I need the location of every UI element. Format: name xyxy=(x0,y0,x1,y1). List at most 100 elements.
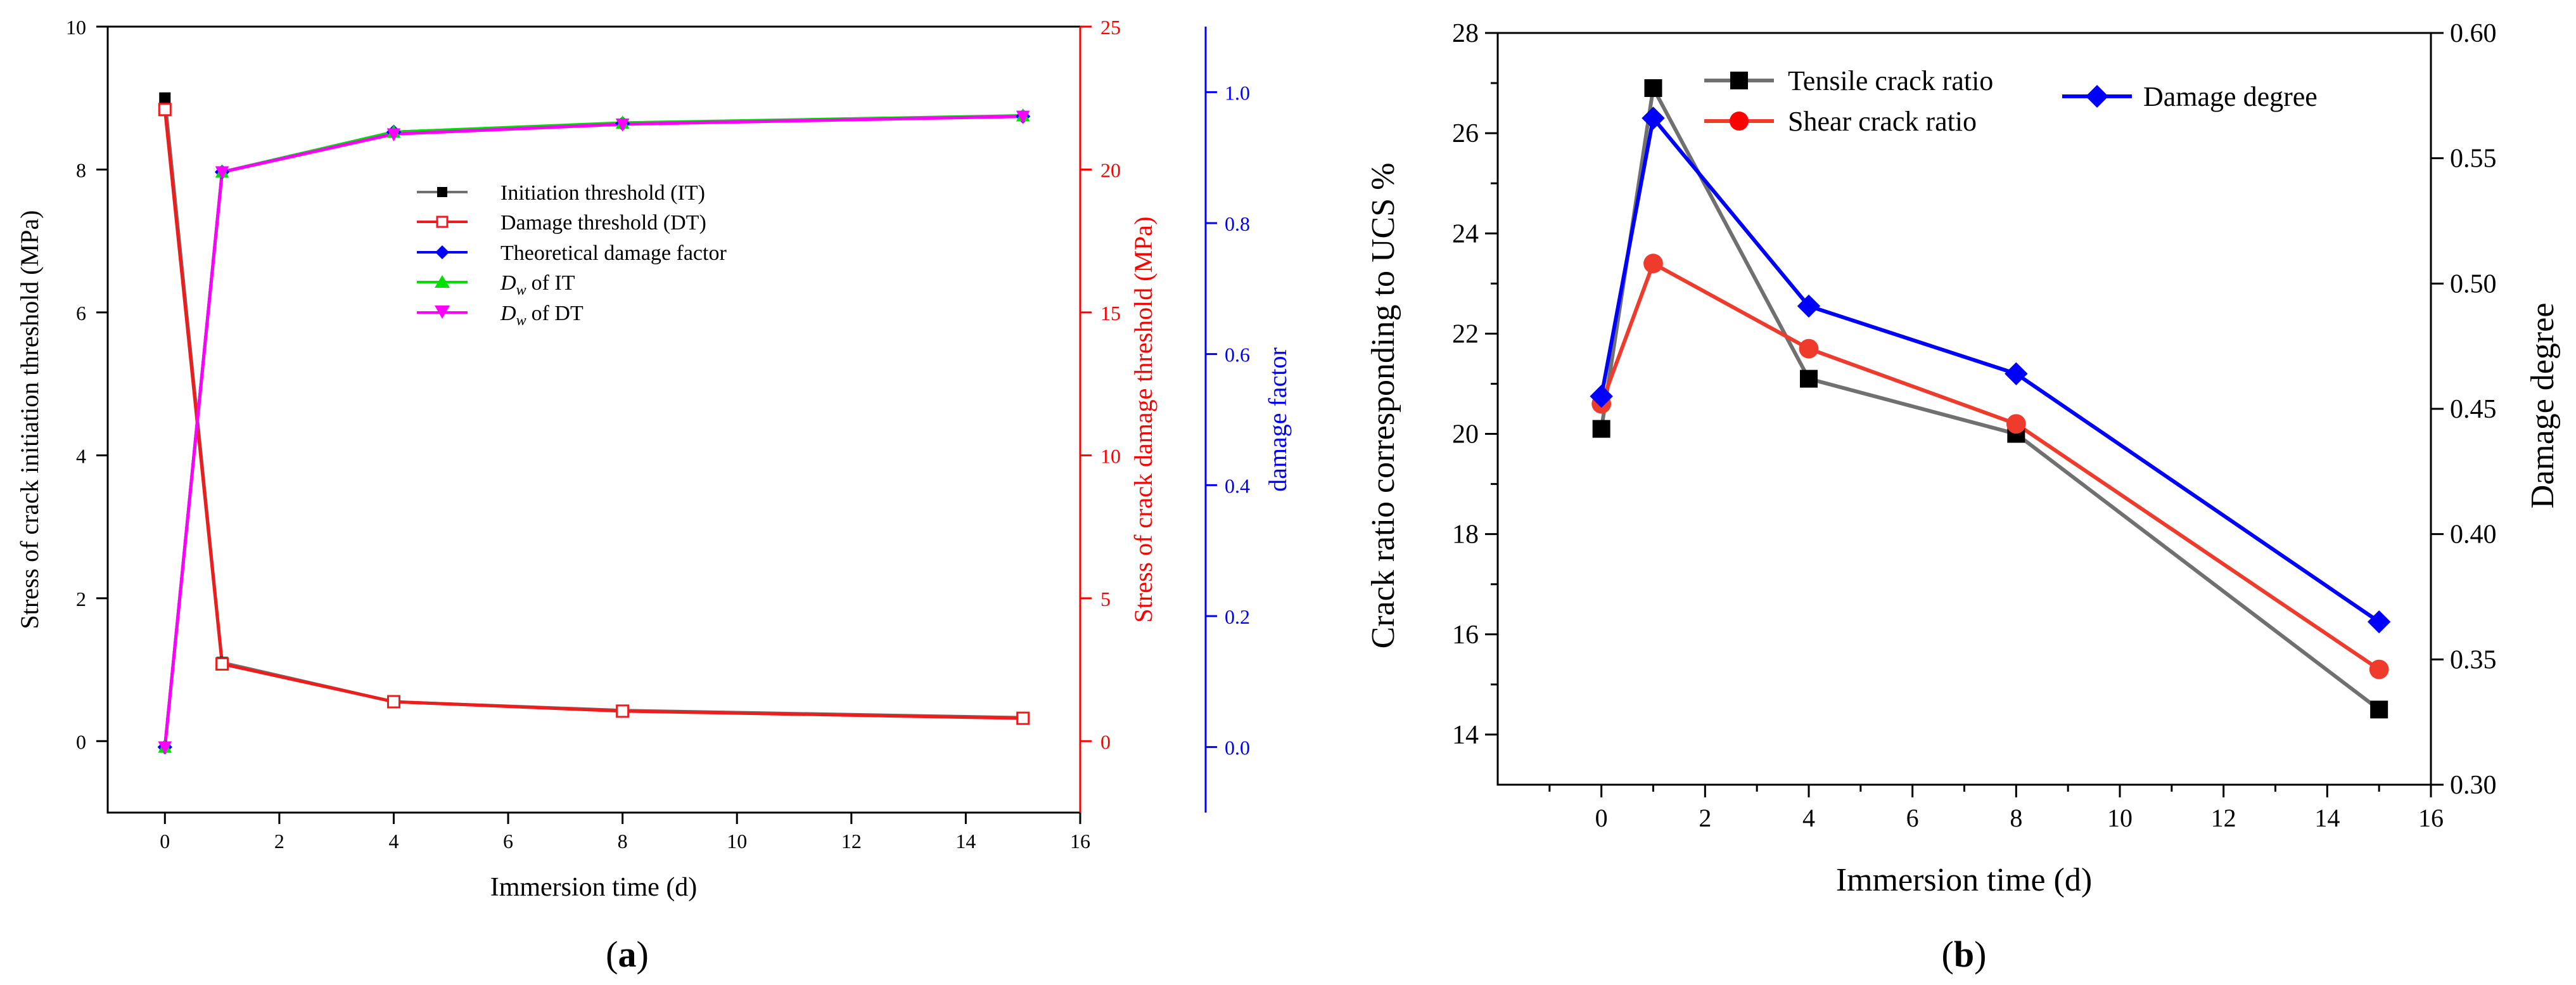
legend-item-damage-threshold: Damage threshold (DT) xyxy=(417,211,706,235)
series-line-2 xyxy=(1599,113,2380,624)
series-line-1 xyxy=(1599,261,2380,671)
y-left-tick-label: 10 xyxy=(66,16,86,39)
legend-item-theoretical-damage-factor: Theoretical damage factor xyxy=(417,241,727,265)
svg-text:Theoretical damage factor: Theoretical damage factor xyxy=(501,241,727,265)
data-point-2-4 xyxy=(2367,610,2391,634)
y-left-tick-label: 16 xyxy=(1452,621,1479,650)
data-point-1-3 xyxy=(616,704,630,718)
y-left-tick-label: 20 xyxy=(1452,420,1479,449)
panel-a-y-axis-damage-factor: 0.0 0.2 0.4 0.6 0.8 1.0 xyxy=(1206,81,1250,759)
y-left-tick-label: 6 xyxy=(76,302,86,325)
series-line-3 xyxy=(163,114,1023,747)
data-point-0-0 xyxy=(1592,420,1610,438)
x-tick-label: 6 xyxy=(503,830,513,853)
y-right2-tick-label: 0.0 xyxy=(1225,737,1250,759)
panel-a-plot-frame xyxy=(106,25,1081,814)
y-left-tick-label: 14 xyxy=(1452,721,1479,750)
svg-text:Initiation threshold (IT): Initiation threshold (IT) xyxy=(501,181,705,205)
y-right2-tick-label: 0.2 xyxy=(1225,605,1250,628)
x-tick-label: 2 xyxy=(274,830,284,853)
data-point-0-2 xyxy=(1800,370,1818,388)
data-point-0-4 xyxy=(2370,700,2388,719)
data-point-4-3 xyxy=(615,118,630,132)
data-point-1-1 xyxy=(215,657,229,671)
y-right-tick-label: 0.35 xyxy=(2450,645,2497,674)
y-right-tick-label: 0.40 xyxy=(2450,520,2497,550)
panel-b-x-axis-title: Immersion time (d) xyxy=(1836,862,2092,898)
y-right2-tick-label: 0.6 xyxy=(1225,344,1250,366)
panel-b-y-axis-right: 0.30 0.35 0.40 0.45 0.50 0.55 0.60 xyxy=(2431,19,2497,800)
y-right1-tick-label: 5 xyxy=(1100,588,1111,610)
data-point-1-0 xyxy=(158,103,172,117)
y-left-tick-label: 28 xyxy=(1452,19,1479,48)
panel-a-x-axis: 0 2 4 6 8 10 12 14 16 xyxy=(160,813,1090,853)
y-left-tick-label: 18 xyxy=(1452,520,1479,550)
x-tick-label: 4 xyxy=(1802,804,1815,832)
svg-text:Damage degree: Damage degree xyxy=(2143,81,2318,112)
y-right1-tick-label: 20 xyxy=(1100,158,1121,181)
data-point-2-3 xyxy=(2005,362,2028,385)
data-point-2-0 xyxy=(1590,385,1613,408)
panel-a-legend: Initiation threshold (IT) Damage thresho… xyxy=(417,181,727,329)
x-tick-label: 16 xyxy=(1070,830,1090,853)
legend-item-initiation-threshold: Initiation threshold (IT) xyxy=(417,181,705,205)
data-point-4-0 xyxy=(158,741,172,755)
svg-text:Tensile crack ratio: Tensile crack ratio xyxy=(1788,65,1993,96)
data-point-0-1 xyxy=(1644,79,1662,97)
panel-b-label: (b) xyxy=(1942,934,1987,975)
y-right-tick-label: 0.60 xyxy=(2450,19,2497,48)
x-tick-label: 4 xyxy=(388,830,399,853)
data-point-2-2 xyxy=(1797,294,1821,318)
data-point-1-4 xyxy=(2369,659,2389,679)
legend-item-dw-of-it: Dw of IT xyxy=(417,271,575,299)
panel-b-series xyxy=(1590,79,2391,719)
svg-text:Damage threshold (DT): Damage threshold (DT) xyxy=(501,211,706,235)
y-right1-tick-label: 0 xyxy=(1100,730,1111,753)
y-right2-tick-label: 0.4 xyxy=(1225,474,1250,497)
y-left-tick-label: 0 xyxy=(76,730,86,753)
x-tick-label: 10 xyxy=(2107,804,2133,832)
panel-b-y-axis-left: 14 16 18 20 22 24 26 28 xyxy=(1452,19,1498,750)
panel-a-y-left-title: Stress of crack initiation threshold (MP… xyxy=(15,210,44,629)
x-tick-label: 16 xyxy=(2418,804,2444,832)
data-point-1-3 xyxy=(2006,414,2026,434)
y-left-tick-label: 2 xyxy=(76,588,86,610)
x-tick-label: 6 xyxy=(1906,804,1919,832)
panel-b-y-left-title: Crack ratio corresponding to UCS % xyxy=(1365,163,1401,649)
panel-a-y-axis-damage-threshold: 0 5 10 15 20 25 xyxy=(1079,16,1121,813)
legend-item-shear-crack-ratio: Shear crack ratio xyxy=(1704,106,1977,137)
y-left-tick-label: 22 xyxy=(1452,319,1479,349)
x-tick-label: 2 xyxy=(1699,804,1711,832)
panel-a-y-axis-left: 0 2 4 6 8 10 xyxy=(66,16,108,753)
y-right2-tick-label: 1.0 xyxy=(1225,81,1250,104)
data-point-1-2 xyxy=(1799,338,1819,359)
data-point-4-4 xyxy=(1016,110,1030,124)
data-point-0-0 xyxy=(159,92,171,104)
y-right1-tick-label: 10 xyxy=(1100,444,1121,467)
y-left-tick-label: 4 xyxy=(76,444,86,467)
x-tick-label: 10 xyxy=(727,830,747,853)
y-right-tick-label: 0.30 xyxy=(2450,771,2497,800)
x-tick-label: 14 xyxy=(2314,804,2340,832)
legend-item-damage-degree: Damage degree xyxy=(2062,81,2318,112)
x-tick-label: 14 xyxy=(955,830,976,853)
series-line-0 xyxy=(1599,82,2380,711)
x-tick-label: 0 xyxy=(1595,804,1608,832)
data-point-4-2 xyxy=(386,128,401,142)
data-point-1-1 xyxy=(1643,254,1663,274)
y-left-tick-label: 24 xyxy=(1452,219,1479,248)
x-tick-label: 12 xyxy=(841,830,862,853)
panel-b-legend: Tensile crack ratio Shear crack ratio Da… xyxy=(1704,65,2318,137)
svg-text:Shear crack ratio: Shear crack ratio xyxy=(1788,106,1977,137)
data-point-1-2 xyxy=(386,695,400,709)
y-right-tick-label: 0.55 xyxy=(2450,145,2497,174)
y-left-tick-label: 26 xyxy=(1452,119,1479,148)
panel-a-y-right2-title: damage factor xyxy=(1263,347,1292,492)
panel-b-plot-frame xyxy=(1496,32,2432,786)
x-tick-label: 8 xyxy=(618,830,628,853)
